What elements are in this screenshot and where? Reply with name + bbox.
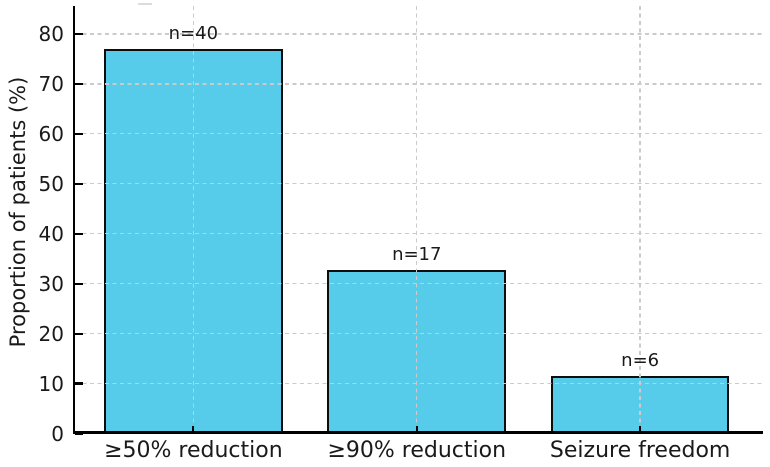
- gridline-vertical: [416, 6, 418, 434]
- x-tick-mark: [192, 425, 195, 434]
- y-tick-label: 20: [38, 321, 64, 346]
- y-tick-label: 40: [38, 221, 64, 246]
- gridline-horizontal: [75, 133, 763, 135]
- y-tick-label: 10: [38, 371, 64, 396]
- y-tick-mark: [75, 382, 83, 385]
- y-tick-mark: [75, 32, 83, 36]
- y-tick-label: 80: [38, 21, 64, 46]
- y-tick-mark: [75, 232, 83, 235]
- gridline-horizontal: [75, 233, 763, 235]
- x-tick-mark: [415, 425, 418, 434]
- bar-count-label: n=40: [168, 23, 219, 45]
- y-tick-label: 60: [38, 121, 64, 146]
- y-tick-label: 0: [51, 421, 64, 446]
- gridline-horizontal: [75, 382, 763, 385]
- gridline-horizontal: [75, 83, 763, 85]
- y-axis-title: Proportion of patients (%): [6, 76, 30, 348]
- y-tick-label: 30: [38, 271, 64, 296]
- x-category-label: Seizure freedom: [549, 437, 731, 463]
- gridline-horizontal: [75, 33, 763, 35]
- gridline-vertical: [192, 6, 195, 434]
- y-tick-mark: [75, 332, 83, 335]
- y-tick-mark: [75, 182, 83, 185]
- gridline-horizontal: [75, 332, 763, 335]
- y-tick-mark: [75, 132, 83, 135]
- y-tick-label: 50: [38, 171, 64, 196]
- gridline-vertical: [639, 6, 641, 434]
- y-axis-spine: [72, 6, 75, 434]
- y-tick-mark: [75, 82, 83, 85]
- x-category-label: ≥50% reduction: [104, 437, 283, 463]
- y-tick-mark: [75, 282, 83, 285]
- bar-count-label: n=6: [621, 350, 660, 372]
- bar-count-label: n=17: [392, 244, 442, 266]
- stray-mark: [138, 3, 152, 5]
- gridline-horizontal: [75, 283, 763, 285]
- y-tick-mark: [75, 432, 83, 435]
- x-tick-mark: [639, 425, 642, 434]
- gridline-horizontal: [75, 183, 763, 185]
- y-tick-label: 70: [38, 71, 64, 96]
- x-category-label: ≥90% reduction: [327, 437, 507, 463]
